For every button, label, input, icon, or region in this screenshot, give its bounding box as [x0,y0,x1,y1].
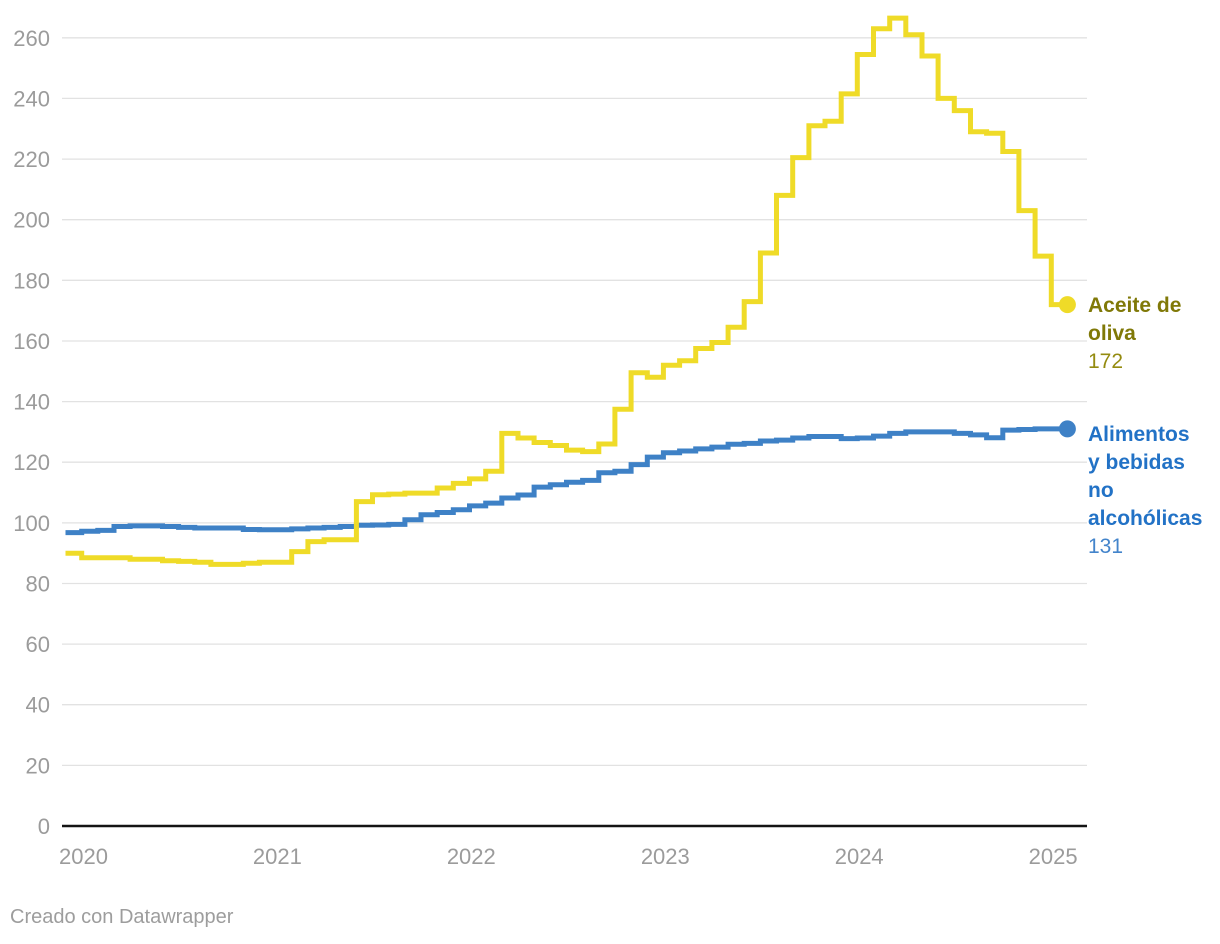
y-axis-label: 180 [13,268,50,293]
y-axis-label: 140 [13,390,50,415]
legend-item-aceite-de-oliva: Aceite de oliva 172 [1088,292,1216,376]
y-axis-label: 40 [26,693,50,718]
y-axis-label: 100 [13,511,50,536]
y-axis-label: 0 [38,814,50,839]
x-axis-label: 2025 [1029,844,1078,869]
attribution-text: Creado con Datawrapper [10,906,234,928]
legend-value-alimentos-bebidas: 131 [1088,535,1124,558]
y-axis-label: 260 [13,26,50,51]
y-axis-label: 220 [13,147,50,172]
y-axis-label: 60 [26,632,50,657]
y-axis-label: 120 [13,450,50,475]
legend-label-alimentos-bebidas: Alimentos y bebidas no alcohólicas [1088,423,1203,530]
y-axis-label: 200 [13,208,50,233]
legend-item-alimentos-bebidas: Alimentos y bebidas no alcohólicas 131 [1088,421,1216,561]
alimentos-bebidas-line [65,426,1068,536]
x-axis-label: 2022 [447,844,496,869]
alimentos-bebidas-end-dot [1058,420,1076,438]
aceite-de-oliva-end-dot [1058,296,1076,314]
legend-value-aceite-de-oliva: 172 [1088,350,1124,373]
x-axis-label: 2021 [253,844,302,869]
aceite-de-oliva-line [65,15,1068,567]
x-axis-label: 2024 [835,844,884,869]
legend-label-aceite-de-oliva: Aceite de oliva [1088,294,1182,345]
y-axis-label: 240 [13,86,50,111]
x-axis-label: 2023 [641,844,690,869]
x-axis-label: 2020 [59,844,108,869]
y-axis-label: 20 [26,753,50,778]
y-axis-label: 160 [13,329,50,354]
y-axis-label: 80 [26,572,50,597]
